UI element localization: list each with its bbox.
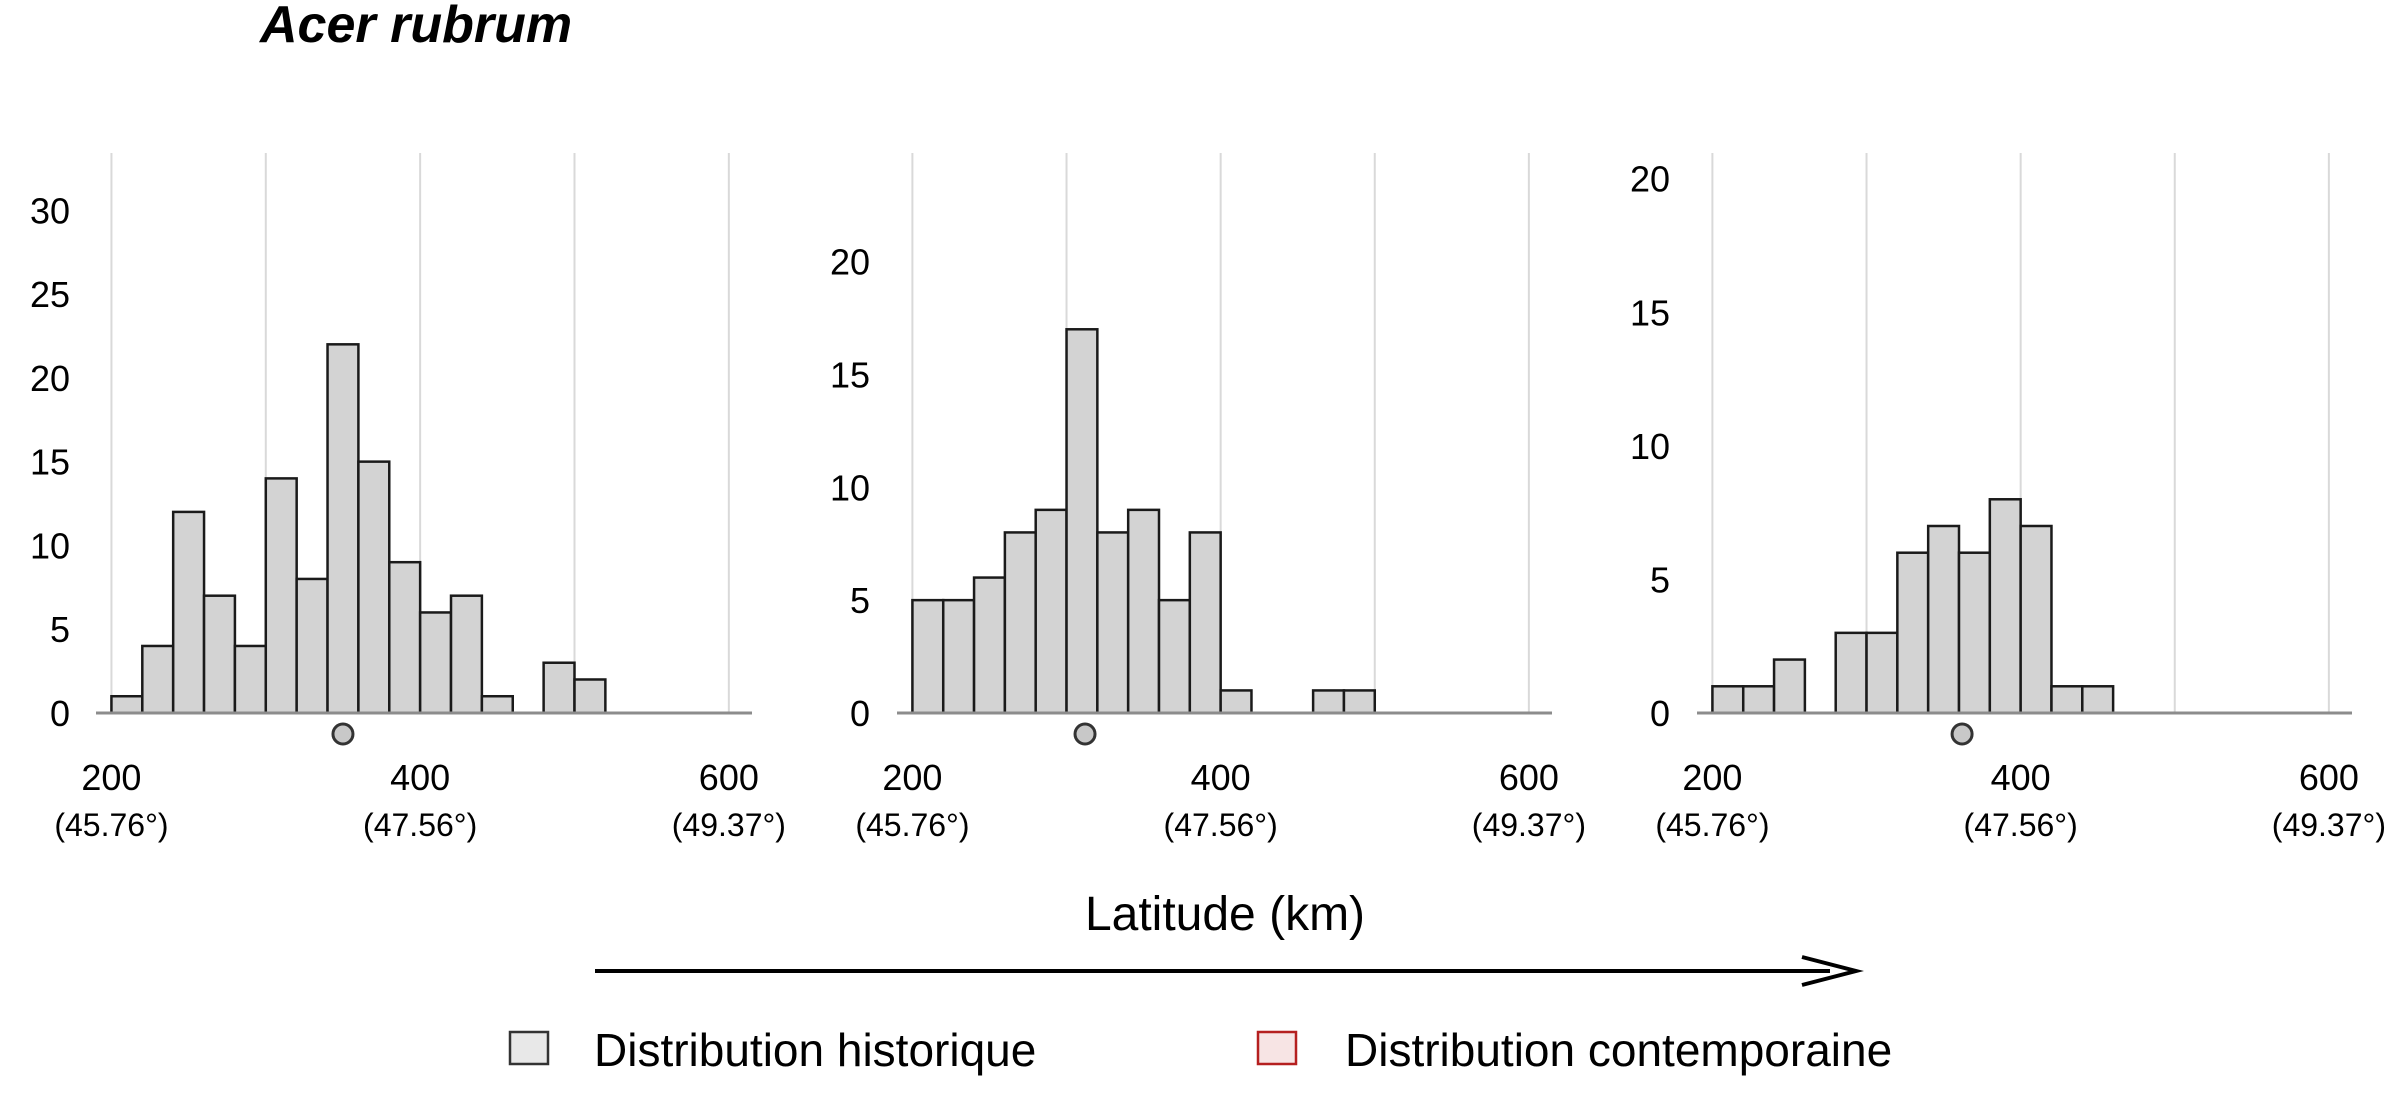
y-tick-label: 15 (1630, 292, 1670, 333)
legend-item-2: Distribution contemporaine (1256, 1024, 1892, 1076)
histogram-bar (295, 577, 329, 715)
y-tick-label: 0 (50, 693, 70, 734)
histogram-bar (2081, 685, 2115, 715)
histogram-bar (1772, 658, 1807, 715)
histogram-bar (941, 598, 976, 715)
histogram-bar (326, 343, 360, 715)
x-tick-latitude-label: (47.56°) (363, 807, 477, 843)
histogram-bar (2050, 685, 2084, 715)
histogram-bar (171, 510, 206, 715)
mean-marker (1950, 722, 1974, 746)
direction-arrow-head (1801, 955, 1864, 987)
histogram-bar (2019, 524, 2053, 715)
histogram-bar (1219, 689, 1253, 715)
x-tick-label: 400 (1191, 757, 1251, 798)
y-tick-label: 30 (30, 190, 70, 231)
y-tick-label: 10 (830, 467, 870, 508)
x-axis-label: Latitude (km) (1085, 888, 1365, 941)
x-tick-label: 600 (2299, 757, 2359, 798)
legend-label: Distribution historique (594, 1024, 1036, 1076)
x-tick-label: 600 (1499, 757, 1559, 798)
histogram-bar (1896, 551, 1930, 715)
x-tick-latitude-label: (45.76°) (855, 807, 969, 843)
mean-marker (331, 722, 355, 746)
y-tick-label: 5 (50, 609, 70, 650)
legend-item-1: Distribution historique (508, 1024, 1036, 1076)
histogram-bar (1926, 524, 1961, 715)
x-tick-label: 200 (882, 757, 942, 798)
histogram-bar (480, 694, 515, 715)
histogram-bar (202, 594, 237, 715)
histogram-bar (1741, 685, 1776, 715)
histogram-bar (141, 644, 175, 715)
histogram-bar (1957, 551, 1992, 715)
y-tick-label: 0 (1650, 693, 1670, 734)
y-tick-label: 20 (1630, 159, 1670, 200)
histogram-bar (1188, 531, 1222, 715)
histogram-bar (233, 644, 268, 715)
histogram-bar (1096, 531, 1130, 715)
legend-swatch (508, 1030, 550, 1066)
histogram-bar (542, 661, 576, 715)
histogram-bar (1865, 631, 1899, 715)
histogram-bar (1034, 508, 1068, 715)
species-title: Acer rubrum (258, 0, 572, 54)
y-tick-label: 5 (1650, 559, 1670, 600)
direction-arrow (595, 955, 1864, 987)
histogram-bar (1065, 328, 1099, 715)
y-tick-label: 15 (30, 442, 70, 483)
histogram-bar (110, 694, 144, 715)
legend: Distribution historique Distribution cont… (508, 1024, 1892, 1076)
y-tick-label: 20 (830, 242, 870, 283)
x-tick-label: 200 (1682, 757, 1742, 798)
mean-marker (1073, 722, 1097, 746)
histogram-bar (1311, 689, 1346, 715)
histogram-bar (449, 594, 484, 715)
histogram-bar (972, 576, 1007, 715)
histogram-bar (1126, 508, 1161, 715)
histogram-bar (573, 678, 607, 715)
y-tick-label: 0 (850, 693, 870, 734)
x-tick-latitude-label: (49.37°) (1472, 807, 1586, 843)
histogram-bar (911, 598, 945, 715)
y-tick-label: 20 (30, 358, 70, 399)
histogram-bar (418, 611, 453, 715)
y-tick-label: 10 (30, 525, 70, 566)
histogram-bar (1157, 598, 1192, 715)
histogram-panel-1: 0 5 10 15 20 25 30 200 (45.76°) 400 (47.56°) 600 (49… (30, 153, 786, 843)
histogram-bar (1711, 685, 1745, 715)
y-tick-label: 15 (830, 354, 870, 395)
histogram-panel-2: 0 5 10 15 20 200 (45.76°) 400 (47.56°) 600 (49.37°… (830, 153, 1586, 843)
y-tick-label: 5 (850, 580, 870, 621)
histogram-bar (1834, 631, 1868, 715)
histogram-bar (1003, 531, 1037, 715)
histogram-bar (264, 477, 298, 715)
histogram-bar (388, 560, 422, 715)
x-tick-label: 200 (81, 757, 141, 798)
legend-label: Distribution contemporaine (1345, 1024, 1892, 1076)
x-tick-latitude-label: (47.56°) (1164, 807, 1278, 843)
x-tick-latitude-label: (49.37°) (672, 807, 786, 843)
histogram-bar (1988, 498, 2022, 715)
legend-swatch (1256, 1030, 1298, 1066)
histogram-bar (1342, 689, 1377, 715)
panels: 051015202530200(45.76°)400(47.56°)600(49… (30, 153, 2386, 843)
x-tick-latitude-label: (49.37°) (2272, 807, 2386, 843)
y-tick-label: 10 (1630, 426, 1670, 467)
x-tick-latitude-label: (45.76°) (1655, 807, 1769, 843)
x-tick-label: 400 (1991, 757, 2051, 798)
histogram-bar (357, 460, 391, 715)
histogram-panel-3: 0 5 10 15 20 200 (45.76°) 400 (47.56°) 600 (49.37°… (1630, 153, 2386, 843)
x-tick-latitude-label: (47.56°) (1964, 807, 2078, 843)
x-tick-label: 600 (699, 757, 759, 798)
y-tick-label: 25 (30, 274, 70, 315)
x-tick-label: 400 (390, 757, 450, 798)
x-tick-latitude-label: (45.76°) (54, 807, 168, 843)
